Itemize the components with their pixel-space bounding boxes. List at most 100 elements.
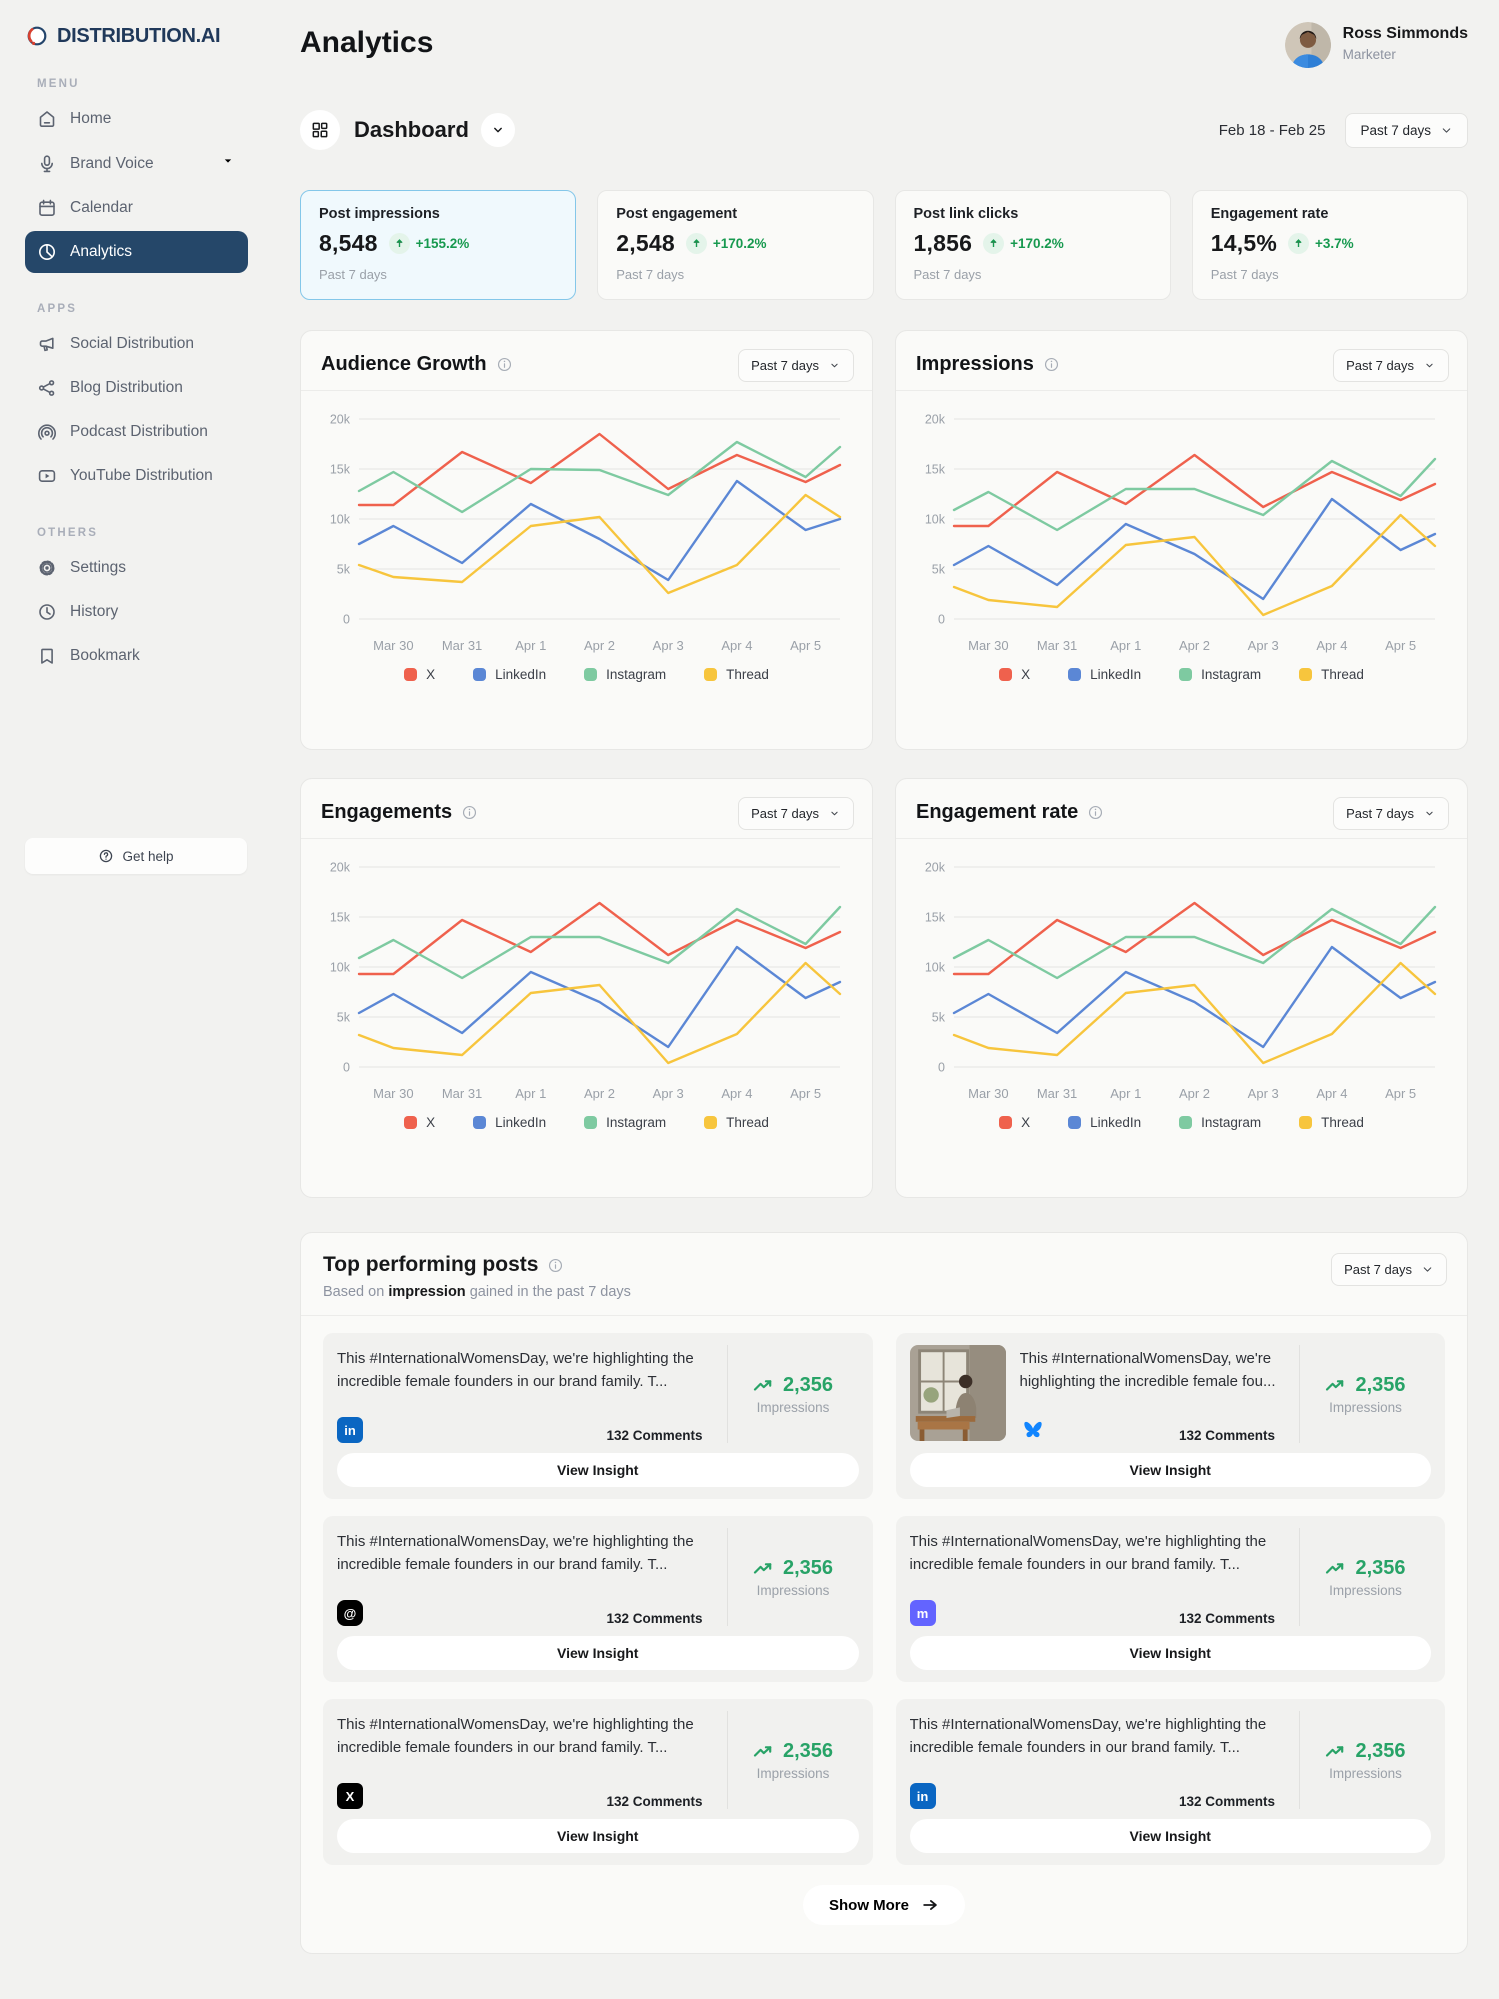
- sidebar-item-social-distribution[interactable]: Social Distribution: [25, 323, 248, 365]
- view-insight-button[interactable]: View Insight: [909, 1819, 1431, 1853]
- stat-change-value: +3.7%: [1314, 236, 1354, 251]
- nav-section-label: OTHERS: [37, 527, 99, 539]
- info-icon[interactable]: [547, 1257, 564, 1274]
- sidebar-item-bookmark[interactable]: Bookmark: [25, 635, 248, 677]
- legend-label: Thread: [726, 667, 769, 682]
- get-help-button[interactable]: Get help: [25, 838, 247, 874]
- legend-label: Thread: [1321, 667, 1364, 682]
- info-icon[interactable]: [1087, 804, 1104, 821]
- line-chart: 20k 15k 10k 5k 0 Mar 30 Mar 31 Apr 1 Apr 2 Apr 3 A…: [925, 861, 1437, 1101]
- show-more-button[interactable]: Show More: [802, 1885, 965, 1925]
- stat-change-value: +170.2%: [712, 236, 767, 251]
- view-insight-button[interactable]: View Insight: [337, 1819, 859, 1853]
- impressions-value: 2,356: [1355, 1556, 1406, 1579]
- sidebar-item-podcast-distribution[interactable]: Podcast Distribution: [25, 411, 248, 453]
- legend-swatch: [584, 668, 598, 681]
- chart-header: Impressions: [896, 331, 1467, 390]
- chevron-down-icon: [1421, 1263, 1434, 1276]
- stat-card-post-link-clicks[interactable]: Post link clicks 1,856 +170.2% Past 7 days: [894, 190, 1171, 300]
- sidebar-item-home[interactable]: Home: [25, 98, 248, 140]
- view-insight-button[interactable]: View Insight: [337, 1636, 859, 1670]
- svg-text:Apr 1: Apr 1: [1110, 1086, 1141, 1101]
- info-icon[interactable]: [496, 356, 513, 373]
- sidebar: DISTRIBUTION.AI MENU Home Brand Voice Calen…: [0, 0, 270, 1999]
- avatar: [1284, 22, 1331, 68]
- svg-text:Apr 2: Apr 2: [584, 638, 615, 653]
- stat-card-engagement-rate[interactable]: Engagement rate 14,5% +3.7% Past 7 days: [1191, 190, 1468, 300]
- sidebar-item-calendar[interactable]: Calendar: [25, 187, 248, 229]
- view-insight-button[interactable]: View Insight: [337, 1453, 859, 1487]
- svg-text:Apr 5: Apr 5: [790, 638, 821, 653]
- metric-row: 2,356: [753, 1557, 833, 1580]
- sidebar-item-brand-voice[interactable]: Brand Voice: [25, 142, 248, 185]
- brand-name: DISTRIBUTION.AI: [57, 24, 221, 47]
- post-body: This #InternationalWomensDay, we're high…: [337, 1345, 859, 1443]
- user-role: Marketer: [1342, 47, 1396, 62]
- sidebar-item-blog-distribution[interactable]: Blog Distribution: [25, 367, 248, 409]
- series-x: [952, 901, 1437, 976]
- period-select[interactable]: Past 7 days: [1345, 112, 1468, 148]
- stat-change: +155.2%: [388, 233, 469, 254]
- post-text: This #InternationalWomensDay, we're high…: [337, 1533, 694, 1573]
- post-comments: 132 Comments: [606, 1428, 703, 1443]
- chart-card-engagement-rate: Engagement rate Past 7 days 20k 15k 10k 5k 0 Ma…: [895, 778, 1468, 1198]
- svg-text:Apr 5: Apr 5: [1385, 638, 1416, 653]
- post-comments: 132 Comments: [606, 1794, 703, 1809]
- svg-text:15k: 15k: [925, 911, 946, 925]
- user-profile[interactable]: Ross Simmonds Marketer: [1284, 22, 1468, 68]
- post-body: This #InternationalWomensDay, we're high…: [909, 1345, 1432, 1443]
- metric-row: 2,356: [1325, 1739, 1406, 1763]
- post-card: This #InternationalWomensDay, we're high…: [323, 1516, 873, 1682]
- posts-period-select[interactable]: Past 7 days: [1331, 1253, 1447, 1286]
- post-metric: 2,356 Impressions: [726, 1528, 859, 1626]
- stat-value-row: 14,5% +3.7%: [1211, 230, 1449, 257]
- svg-text:Apr 2: Apr 2: [1179, 1086, 1210, 1101]
- stat-value: 2,548: [616, 230, 675, 256]
- trend-up-icon: [753, 1743, 775, 1759]
- legend-label: LinkedIn: [1090, 667, 1142, 682]
- stat-card-post-engagement[interactable]: Post engagement 2,548 +170.2% Past 7 days: [597, 190, 874, 300]
- sidebar-item-analytics[interactable]: Analytics: [25, 231, 248, 273]
- svg-text:10k: 10k: [925, 961, 946, 975]
- impressions-value: 2,356: [1355, 1739, 1406, 1762]
- chart-period-select[interactable]: Past 7 days: [738, 797, 854, 830]
- dashboard-grid-icon[interactable]: [300, 110, 340, 150]
- metric-row: 2,356: [753, 1740, 833, 1763]
- stat-value: 14,5%: [1210, 230, 1277, 256]
- view-insight-button[interactable]: View Insight: [909, 1453, 1431, 1487]
- post-metric: 2,356 Impressions: [726, 1345, 859, 1443]
- legend-item-linkedin: LinkedIn: [1068, 667, 1141, 682]
- legend-item-x: X: [999, 1115, 1030, 1130]
- post-text: This #InternationalWomensDay, we're high…: [909, 1716, 1267, 1756]
- stat-card-post-impressions[interactable]: Post impressions 8,548 +155.2% Past 7 days: [300, 190, 577, 300]
- sidebar-item-youtube-distribution[interactable]: YouTube Distribution: [25, 455, 248, 497]
- info-icon[interactable]: [1043, 356, 1060, 373]
- series-thread: [952, 961, 1437, 1065]
- svg-text:0: 0: [343, 613, 350, 627]
- sidebar-item-label: Brand Voice: [70, 154, 154, 172]
- post-footer: m 132 Comments: [909, 1600, 1286, 1626]
- view-insight-button[interactable]: View Insight: [909, 1636, 1431, 1670]
- dashboard-chevron-button[interactable]: [480, 113, 515, 147]
- info-icon[interactable]: [461, 804, 478, 821]
- post-comments: 132 Comments: [1178, 1428, 1275, 1443]
- chart-period-select[interactable]: Past 7 days: [1333, 349, 1449, 382]
- legend-item-instagram: Instagram: [584, 667, 666, 682]
- legend-label: Thread: [726, 1115, 769, 1130]
- dashboard-selector-label[interactable]: Dashboard: [354, 117, 469, 142]
- chart-period-select[interactable]: Past 7 days: [1333, 797, 1449, 830]
- impressions-value: 2,356: [782, 1373, 834, 1396]
- series-linkedin: [952, 497, 1437, 601]
- post-card: This #InternationalWomensDay, we're high…: [895, 1333, 1445, 1499]
- chart-period-select[interactable]: Past 7 days: [738, 349, 854, 382]
- svg-text:10k: 10k: [925, 513, 946, 527]
- svg-text:5k: 5k: [932, 563, 946, 577]
- post-content: This #InternationalWomensDay, we're high…: [337, 1345, 727, 1443]
- sidebar-item-label: Home: [70, 110, 112, 127]
- sidebar-item-settings[interactable]: Settings: [25, 547, 248, 589]
- svg-text:Apr 4: Apr 4: [1316, 1086, 1347, 1101]
- post-content: This #InternationalWomensDay, we're high…: [909, 1528, 1300, 1626]
- sidebar-item-history[interactable]: History: [25, 591, 248, 633]
- legend-item-linkedin: LinkedIn: [1068, 1115, 1141, 1130]
- line-chart: 20k 15k 10k 5k 0 Mar 30 Mar 31 Apr 1 Apr 2 Apr 3 A…: [330, 413, 842, 653]
